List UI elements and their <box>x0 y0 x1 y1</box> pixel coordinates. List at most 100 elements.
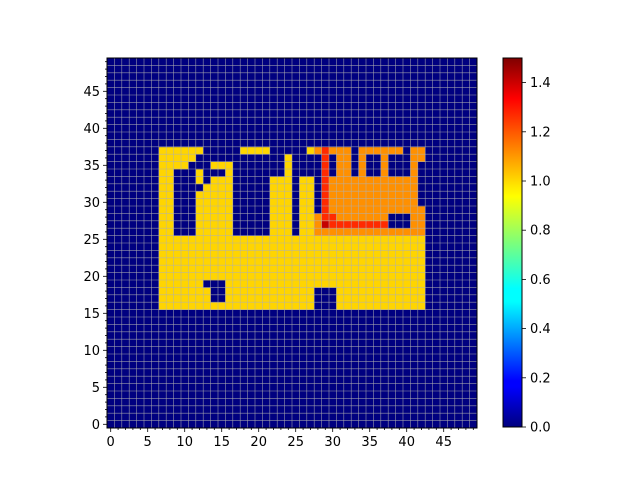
heatmap-cell <box>366 191 374 199</box>
heatmap-cell <box>136 132 145 140</box>
heatmap-cell <box>306 331 315 340</box>
heatmap-cell <box>454 117 463 125</box>
heatmap-cell <box>329 109 337 118</box>
heatmap-cell <box>173 220 182 229</box>
heatmap-cell <box>158 376 167 384</box>
heatmap-cell <box>425 368 433 377</box>
heatmap-cell <box>432 302 441 310</box>
heatmap-cell <box>114 102 123 111</box>
heatmap-cell <box>166 376 174 384</box>
heatmap-cell <box>454 87 463 96</box>
heatmap-cell <box>306 228 315 236</box>
heatmap-cell <box>373 220 382 229</box>
heatmap-cell <box>284 257 293 266</box>
heatmap-cell <box>380 124 389 133</box>
heatmap-cell <box>358 124 367 133</box>
heatmap-cell <box>306 176 315 185</box>
heatmap-cell <box>144 339 152 347</box>
heatmap-cell <box>181 154 189 162</box>
heatmap-cell <box>410 198 419 207</box>
heatmap-cell <box>195 398 204 407</box>
heatmap-cell <box>269 368 278 377</box>
heatmap-cell <box>277 294 285 303</box>
heatmap-cell <box>136 87 145 96</box>
heatmap-cell <box>454 220 463 229</box>
heatmap-cell <box>195 324 204 333</box>
heatmap-cell <box>299 183 308 192</box>
heatmap-cell <box>218 161 226 170</box>
heatmap-cell <box>218 132 226 140</box>
heatmap-cell <box>380 383 389 392</box>
heatmap-cell <box>336 272 345 281</box>
heatmap-cell <box>114 405 123 414</box>
heatmap-cell <box>181 331 189 340</box>
heatmap-cell <box>373 161 382 170</box>
heatmap-cell <box>107 169 115 177</box>
heatmap-cell <box>173 161 182 170</box>
heatmap-cell <box>166 206 174 214</box>
heatmap-cell <box>447 65 456 74</box>
heatmap-cell <box>314 132 322 140</box>
heatmap-cell <box>321 139 330 148</box>
heatmap-cell <box>432 405 441 414</box>
heatmap-cell <box>114 294 123 303</box>
heatmap-cell <box>403 420 411 429</box>
heatmap-cell <box>151 65 160 74</box>
heatmap-cell <box>373 95 382 103</box>
heatmap-cell <box>166 265 174 273</box>
heatmap-cell <box>351 405 359 414</box>
heatmap-cell <box>232 331 241 340</box>
heatmap-cell <box>269 109 278 118</box>
heatmap-cell <box>403 257 411 266</box>
heatmap-cell <box>173 243 182 251</box>
heatmap-cell <box>321 302 330 310</box>
heatmap-cell <box>284 420 293 429</box>
heatmap-cell <box>366 376 374 384</box>
heatmap-cell <box>454 376 463 384</box>
heatmap-cell <box>425 220 433 229</box>
heatmap-cell <box>314 191 322 199</box>
heatmap-cell <box>366 169 374 177</box>
heatmap-cell <box>195 72 204 81</box>
heatmap-cell <box>440 309 448 318</box>
heatmap-cell <box>203 58 211 66</box>
heatmap-cell <box>410 154 419 162</box>
heatmap-cell <box>247 331 256 340</box>
heatmap-cell <box>181 58 189 66</box>
heatmap-cell <box>366 72 374 81</box>
heatmap-cell <box>269 161 278 170</box>
heatmap-cell <box>292 280 300 288</box>
heatmap-cell <box>240 250 248 259</box>
heatmap-cell <box>247 161 256 170</box>
heatmap-cell <box>255 72 263 81</box>
heatmap-cell <box>144 87 152 96</box>
heatmap-cell <box>269 243 278 251</box>
heatmap-cell <box>388 235 396 244</box>
heatmap-cell <box>262 58 271 66</box>
heatmap-cell <box>151 413 160 421</box>
heatmap-cell <box>166 176 174 185</box>
heatmap-cell <box>107 265 115 273</box>
heatmap-cell <box>440 257 448 266</box>
heatmap-cell <box>447 146 456 155</box>
heatmap-cell <box>188 294 197 303</box>
heatmap-cell <box>262 420 271 429</box>
heatmap-cell <box>425 117 433 125</box>
heatmap-cell <box>151 191 160 199</box>
heatmap-cell <box>136 398 145 407</box>
heatmap-cell <box>292 213 300 222</box>
heatmap-cell <box>129 294 137 303</box>
heatmap-cell <box>403 124 411 133</box>
heatmap-cell <box>232 139 241 148</box>
heatmap-cell <box>395 398 404 407</box>
heatmap-cell <box>158 102 167 111</box>
heatmap-cell <box>181 302 189 310</box>
heatmap-cell <box>351 354 359 362</box>
heatmap-cell <box>447 87 456 96</box>
heatmap-cell <box>440 331 448 340</box>
heatmap-cell <box>454 169 463 177</box>
heatmap-cell <box>121 220 130 229</box>
heatmap-cell <box>107 124 115 133</box>
heatmap-cell <box>181 124 189 133</box>
heatmap-cell <box>321 398 330 407</box>
